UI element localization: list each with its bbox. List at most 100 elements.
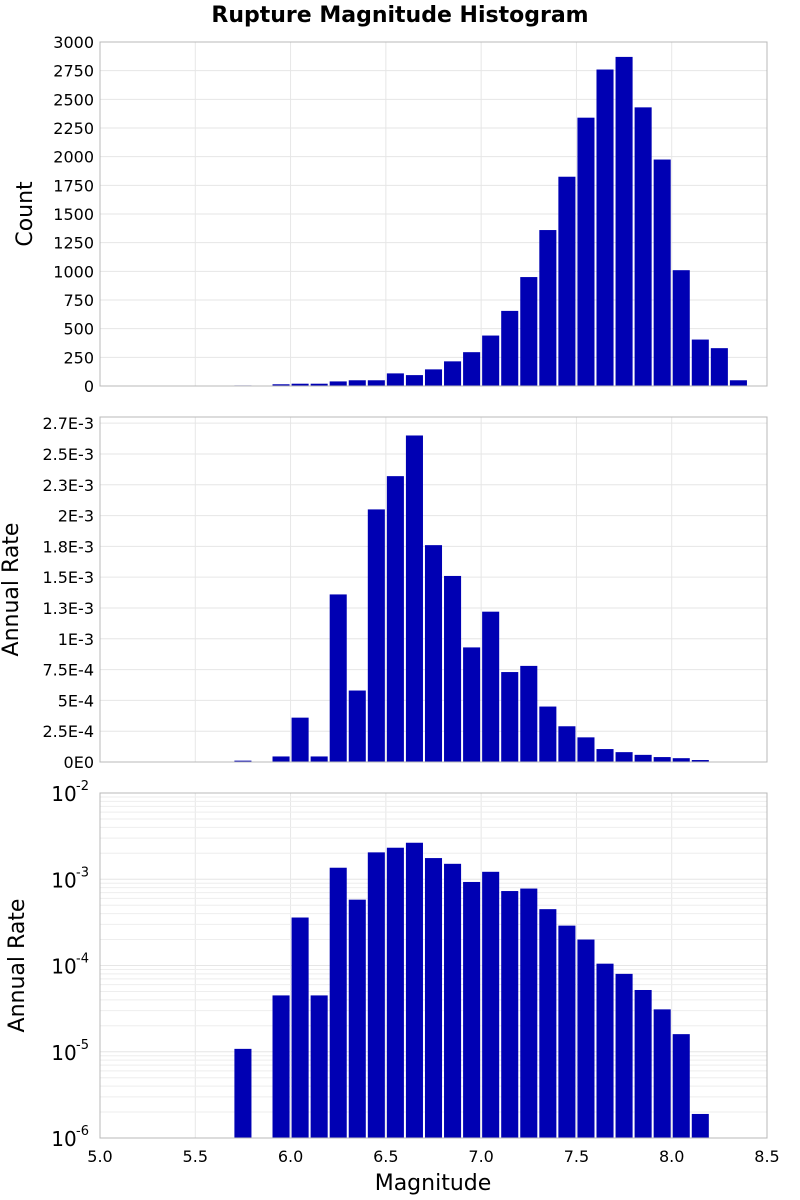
count-y-tick-label: 2250	[53, 119, 94, 138]
log-rate-bar	[539, 909, 557, 1138]
count-bar	[520, 277, 538, 386]
count-bar	[615, 56, 633, 386]
rate-bar	[444, 575, 462, 762]
rate-bar	[596, 749, 614, 762]
log-rate-bar	[348, 899, 366, 1138]
count-y-tick-label: 1500	[53, 205, 94, 224]
rate-y-tick-label: 1.5E-3	[42, 568, 94, 587]
log-rate-bar	[520, 888, 538, 1138]
rate-bar	[272, 756, 290, 762]
log-rate-bar	[329, 867, 347, 1138]
log-rate-bar	[691, 1113, 709, 1138]
rate-bar	[234, 760, 252, 762]
count-plot-border	[99, 41, 768, 387]
x-tick-label: 6.5	[373, 1147, 398, 1166]
log-rate-plot-border	[99, 792, 768, 1139]
rate-bar	[577, 737, 595, 762]
x-tick-label: 7.0	[468, 1147, 493, 1166]
count-bar	[272, 384, 290, 386]
count-bar	[539, 230, 557, 386]
log-rate-bar	[482, 871, 500, 1138]
log-rate-bar	[386, 847, 404, 1138]
rate-bar	[482, 611, 500, 762]
log-rate-bar	[501, 891, 519, 1138]
log-rate-bar	[596, 963, 614, 1138]
count-y-tick-label: 2500	[53, 90, 94, 109]
log-rate-bar	[444, 863, 462, 1138]
count-y-tick-label: 1250	[53, 234, 94, 253]
rate-bar	[386, 476, 404, 762]
count-bar	[310, 383, 328, 386]
rate-y-tick-label: 2.5E-4	[42, 722, 94, 741]
rate-bar	[558, 726, 576, 762]
count-bar	[577, 117, 595, 387]
log-rate-bar	[577, 939, 595, 1138]
rate-bar	[329, 594, 347, 762]
x-tick-label: 8.0	[659, 1147, 684, 1166]
rate-bar	[520, 665, 538, 762]
rate-histogram-panel: 0E0 2.5E-4 5E-4 7.5E-4 1E-3 1.3E-3 1.5E-3 1.8E-…	[0, 414, 768, 772]
rate-bar	[348, 690, 366, 762]
x-tick-label: 7.5	[564, 1147, 589, 1166]
log-rate-bar	[558, 925, 576, 1138]
log-rate-y-tick-exponent: -4	[76, 952, 89, 967]
count-y-tick-label: 750	[63, 291, 94, 310]
count-bar	[672, 270, 690, 386]
rate-y-tick-label: 2.3E-3	[42, 476, 94, 495]
log-rate-y-tick-exponent: -3	[76, 865, 89, 880]
count-bar	[482, 335, 500, 386]
rate-y-axis-title: Annual Rate	[0, 523, 24, 657]
rate-bar	[653, 757, 671, 762]
count-bar	[558, 176, 576, 386]
rate-y-tick-label: 2.5E-3	[42, 445, 94, 464]
rate-y-tick-label: 7.5E-4	[42, 661, 94, 680]
count-bar	[729, 380, 747, 386]
rate-y-tick-label: 1.3E-3	[42, 599, 94, 618]
chart-title: Rupture Magnitude Histogram	[211, 3, 588, 28]
log-rate-bar	[272, 995, 290, 1138]
rate-bar	[634, 754, 652, 762]
rate-bar	[501, 672, 519, 762]
rate-bar	[310, 756, 328, 762]
count-y-axis-title: Count	[13, 181, 38, 247]
count-bar	[634, 107, 652, 387]
rate-bar	[463, 647, 481, 762]
count-y-tick-label: 2750	[53, 62, 94, 81]
log-rate-bar	[291, 917, 309, 1138]
count-bar	[367, 380, 385, 386]
rate-y-tick-label: 1.8E-3	[42, 537, 94, 556]
rate-bar	[691, 760, 709, 762]
rate-bar	[367, 509, 385, 762]
rate-bar	[672, 758, 690, 762]
rate-bar	[539, 706, 557, 762]
log-rate-bar	[367, 852, 385, 1138]
x-axis-title: Magnitude	[375, 1171, 492, 1196]
count-y-tick-label: 1000	[53, 262, 94, 281]
log-rate-y-tick-exponent: -2	[76, 779, 89, 794]
count-y-tick-label: 0	[84, 377, 94, 396]
log-rate-y-tick-exponent: -6	[76, 1124, 89, 1139]
log-rate-y-tick-exponent: -5	[76, 1038, 89, 1053]
count-y-tick-label: 2000	[53, 148, 94, 167]
count-bar	[424, 369, 443, 386]
log-rate-bar	[634, 989, 652, 1138]
count-bar	[329, 381, 347, 386]
x-tick-label: 5.5	[183, 1147, 208, 1166]
log-rate-y-tick-base: 10	[51, 1041, 76, 1065]
count-bar	[386, 373, 404, 386]
count-histogram-panel: 0 250 500 750 1000 1250 1500 1750 2000 2250 2500 27…	[13, 33, 768, 396]
rate-plot-border	[99, 416, 768, 763]
x-tick-label: 5.0	[87, 1147, 112, 1166]
rate-y-tick-label: 1E-3	[58, 630, 94, 649]
rate-y-tick-label: 5E-4	[58, 691, 94, 710]
count-bar	[710, 348, 728, 386]
log-rate-bar	[615, 973, 633, 1138]
x-tick-label: 8.5	[754, 1147, 779, 1166]
count-bar	[653, 159, 671, 386]
rate-bar	[424, 545, 443, 762]
rate-bar	[615, 752, 633, 762]
log-rate-y-axis-title: Annual Rate	[5, 899, 30, 1033]
